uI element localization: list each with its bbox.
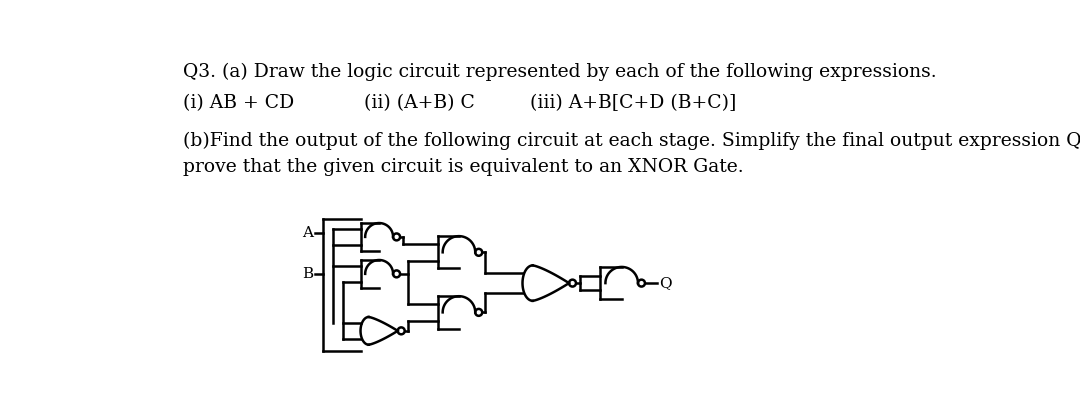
Text: Q3. (a) Draw the logic circuit represented by each of the following expressions.: Q3. (a) Draw the logic circuit represent… — [183, 63, 936, 81]
Text: Q: Q — [659, 276, 672, 290]
Text: (iii) A+B[C+D (B+C)]: (iii) A+B[C+D (B+C)] — [530, 95, 737, 112]
Text: (ii) (A+B) C: (ii) (A+B) C — [364, 95, 474, 112]
Text: A: A — [302, 226, 313, 240]
Text: prove that the given circuit is equivalent to an XNOR Gate.: prove that the given circuit is equivale… — [183, 158, 744, 176]
Text: B: B — [302, 267, 313, 281]
Text: (b)Find the output of the following circuit at each stage. Simplify the final ou: (b)Find the output of the following circ… — [183, 132, 1080, 151]
Text: (i) AB + CD: (i) AB + CD — [183, 95, 294, 112]
